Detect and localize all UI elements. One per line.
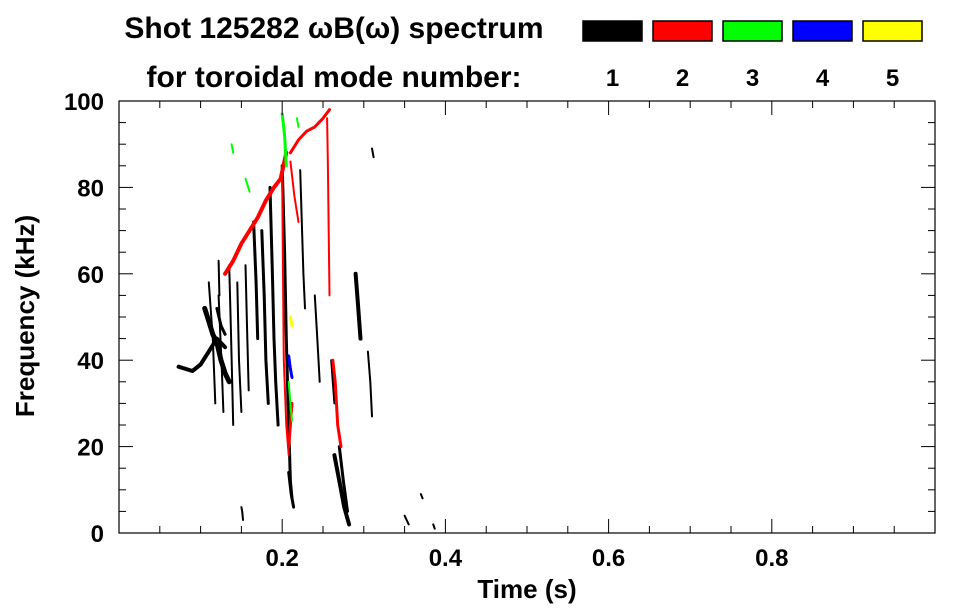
legend-swatch-mode-1: [582, 20, 643, 42]
x-tick-label: 0.8: [755, 545, 788, 572]
spectrum-streak-mode-1: [236, 281, 243, 413]
spectrum-streak-mode-3: [280, 112, 288, 168]
mode-legend: 1 2 3 4 5: [582, 20, 923, 92]
x-axis-label: Time (s): [477, 574, 576, 604]
spectrum-streak-mode-1: [252, 220, 260, 341]
x-tick-label: 0.2: [266, 545, 299, 572]
spectrum-streak-mode-1: [330, 359, 336, 405]
plot-axes: 0.2 0.4 0.6 0.8 0 20 40 60 80 100: [64, 89, 936, 572]
spectrum-streak-mode-1: [299, 169, 306, 310]
spectrum-streak-mode-1: [215, 306, 227, 336]
y-tick-label: 20: [77, 435, 104, 462]
y-tick-label: 80: [77, 175, 104, 202]
legend-swatch-mode-3: [722, 20, 783, 42]
legend-swatch-mode-4: [792, 20, 853, 42]
spectrum-streak-mode-1: [432, 523, 436, 530]
legend-label-mode-3: 3: [746, 65, 759, 92]
spectrum-streak-mode-1: [268, 185, 280, 427]
spectrum-streak-mode-1: [366, 350, 373, 418]
spectrum-streak-mode-1: [419, 493, 424, 500]
legend-label-mode-5: 5: [886, 65, 899, 92]
spectrum-streak-mode-3: [295, 117, 300, 128]
y-tick-label: 100: [64, 89, 104, 116]
spectrum-streak-mode-1: [353, 271, 363, 341]
spectrum-streak-mode-2: [288, 108, 331, 155]
legend-label-mode-4: 4: [816, 65, 830, 92]
spectrum-marks: [176, 108, 436, 530]
spectrum-streak-mode-2: [281, 177, 290, 457]
spectrum-streak-mode-1: [260, 229, 270, 405]
y-tick-label: 0: [91, 521, 104, 548]
spectrum-streak-mode-1: [332, 453, 352, 527]
x-tick-label: 0.6: [592, 545, 625, 572]
spectrum-streak-mode-1: [228, 264, 235, 426]
spectrum-streak-mode-3: [287, 380, 293, 422]
spectrum-streak-mode-5: [288, 315, 294, 328]
spectrum-streak-mode-2: [289, 160, 300, 223]
y-tick-label: 40: [77, 348, 104, 375]
x-tick-label: 0.4: [429, 545, 463, 572]
spectrum-streak-mode-1: [244, 264, 250, 392]
spectrum-streak-mode-2: [223, 150, 289, 276]
legend-label-mode-1: 1: [606, 65, 619, 92]
spectrum-streak-mode-1: [337, 445, 349, 513]
spectrum-streak-mode-1: [202, 305, 232, 385]
spectrum-streak-mode-1: [207, 281, 217, 405]
spectrum-streak-mode-1: [287, 471, 296, 509]
spectrum-streak-mode-4: [287, 354, 294, 379]
spectrum-streak-mode-3: [244, 177, 251, 193]
spectrum-streak-mode-2: [326, 117, 331, 297]
spectrum-streak-mode-1: [217, 259, 221, 297]
legend-swatch-mode-2: [652, 20, 713, 42]
spectrum-streak-mode-1: [240, 506, 244, 521]
spectrum-streak-mode-1: [313, 294, 321, 383]
legend-swatch-mode-5: [862, 20, 923, 42]
chart-title-line2: for toroidal mode number:: [147, 61, 522, 94]
legend-label-mode-2: 2: [676, 65, 689, 92]
spectrum-streak-mode-1: [403, 514, 410, 526]
spectrum-streak-mode-3: [230, 143, 235, 154]
y-tick-label: 60: [77, 262, 104, 289]
spectrum-streak-mode-2: [331, 358, 343, 449]
chart-title-line1: Shot 125282 ωB(ω) spectrum: [124, 12, 543, 45]
plot-frame: [118, 100, 936, 534]
y-axis-label: Frequency (kHz): [10, 215, 40, 417]
spectrum-streak-mode-1: [217, 294, 225, 413]
spectrum-streak-mode-1: [371, 147, 375, 159]
